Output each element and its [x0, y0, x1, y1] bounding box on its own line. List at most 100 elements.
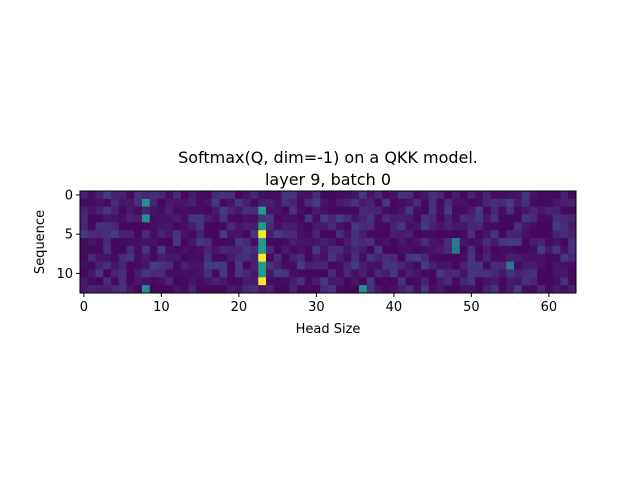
heatmap-cell: [366, 261, 375, 270]
heatmap-cell: [328, 269, 337, 278]
heatmap-cell: [87, 230, 96, 239]
heatmap-cell: [390, 245, 399, 255]
heatmap-cell: [157, 230, 166, 239]
heatmap-cell: [560, 261, 569, 270]
heatmap-cell: [204, 206, 213, 215]
heatmap-cell: [126, 245, 135, 255]
y-axis-ticks: 0 5 10: [56, 188, 80, 282]
heatmap-cell: [351, 261, 360, 270]
heatmap-cell: [211, 191, 220, 200]
heatmap-cell: [235, 206, 244, 215]
heatmap-cell: [374, 285, 383, 294]
heatmap-cell: [444, 238, 453, 247]
heatmap-cell: [180, 285, 189, 294]
heatmap-cell: [134, 198, 143, 208]
heatmap-cell: [483, 238, 492, 247]
heatmap-cell: [180, 261, 189, 270]
heatmap-cell: [514, 191, 523, 200]
heatmap-cell: [165, 245, 174, 255]
heatmap-cell: [374, 261, 383, 270]
heatmap-cell: [374, 214, 383, 223]
heatmap-cell: [397, 191, 406, 200]
heatmap-cell: [428, 269, 437, 278]
heatmap-cell: [374, 245, 383, 255]
heatmap-cell: [475, 261, 484, 270]
heatmap-cell: [428, 277, 437, 286]
heatmap-cell: [157, 238, 166, 247]
heatmap-cell: [196, 206, 205, 215]
heatmap-cell: [397, 230, 406, 239]
heatmap-cell: [498, 191, 507, 200]
heatmap-cell: [242, 277, 251, 286]
heatmap-cell: [514, 285, 523, 294]
heatmap-cell: [281, 214, 290, 223]
heatmap-cell: [227, 261, 236, 270]
heatmap-cell: [514, 261, 523, 270]
heatmap-cell: [529, 214, 538, 223]
heatmap-cell: [235, 230, 244, 239]
heatmap-cell: [560, 206, 569, 215]
heatmap-cell: [235, 198, 244, 208]
heatmap-cell: [421, 245, 430, 255]
heatmap-cell: [405, 222, 414, 231]
heatmap-cell: [320, 253, 329, 263]
heatmap-cell: [320, 191, 329, 200]
heatmap-cell: [258, 214, 267, 223]
heatmap-cell: [444, 261, 453, 270]
heatmap-cell: [289, 253, 298, 263]
heatmap-cell: [483, 222, 492, 231]
heatmap-cell: [266, 285, 275, 294]
heatmap-cell: [529, 206, 538, 215]
heatmap-cell: [483, 269, 492, 278]
heatmap-cell: [281, 230, 290, 239]
heatmap-cell: [281, 253, 290, 263]
heatmap-cell: [149, 285, 158, 294]
heatmap-cell: [250, 285, 259, 294]
heatmap-cell: [165, 285, 174, 294]
heatmap-cell: [188, 277, 197, 286]
heatmap-cell: [467, 230, 476, 239]
heatmap-cell: [289, 269, 298, 278]
heatmap-cell: [483, 285, 492, 294]
heatmap-cell: [413, 206, 422, 215]
heatmap-cell: [87, 245, 96, 255]
heatmap-cell: [204, 253, 213, 263]
heatmap-cell: [521, 277, 530, 286]
heatmap-cell: [111, 277, 120, 286]
heatmap-cell: [490, 198, 499, 208]
heatmap-cell: [490, 261, 499, 270]
heatmap-cell: [328, 253, 337, 263]
heatmap-cell: [537, 206, 546, 215]
heatmap-cell: [134, 206, 143, 215]
heatmap-cell: [320, 277, 329, 286]
heatmap-cell: [335, 253, 344, 263]
heatmap-cell: [382, 245, 391, 255]
heatmap-cell: [390, 214, 399, 223]
heatmap-cell: [521, 191, 530, 200]
heatmap-cell: [235, 222, 244, 231]
heatmap-cell: [103, 214, 112, 223]
heatmap-cell: [142, 269, 151, 278]
heatmap-cell: [227, 230, 236, 239]
heatmap-cell: [545, 198, 554, 208]
heatmap-cell: [258, 269, 267, 278]
heatmap-cell: [560, 277, 569, 286]
heatmap-cell: [366, 285, 375, 294]
heatmap-cell: [312, 191, 321, 200]
heatmap-cell: [413, 261, 422, 270]
heatmap-cell: [467, 245, 476, 255]
heatmap-cell: [552, 253, 561, 263]
heatmap-cell: [111, 269, 120, 278]
heatmap-cell: [87, 277, 96, 286]
heatmap-cell: [552, 261, 561, 270]
heatmap-cell: [118, 198, 127, 208]
heatmap-cell: [219, 230, 228, 239]
heatmap-cell: [235, 191, 244, 200]
heatmap-cell: [366, 206, 375, 215]
heatmap-cell: [452, 245, 461, 255]
heatmap-cell: [149, 245, 158, 255]
heatmap-cell: [173, 198, 182, 208]
heatmap-cell: [312, 253, 321, 263]
heatmap-cell: [80, 238, 89, 247]
heatmap-cell: [529, 277, 538, 286]
